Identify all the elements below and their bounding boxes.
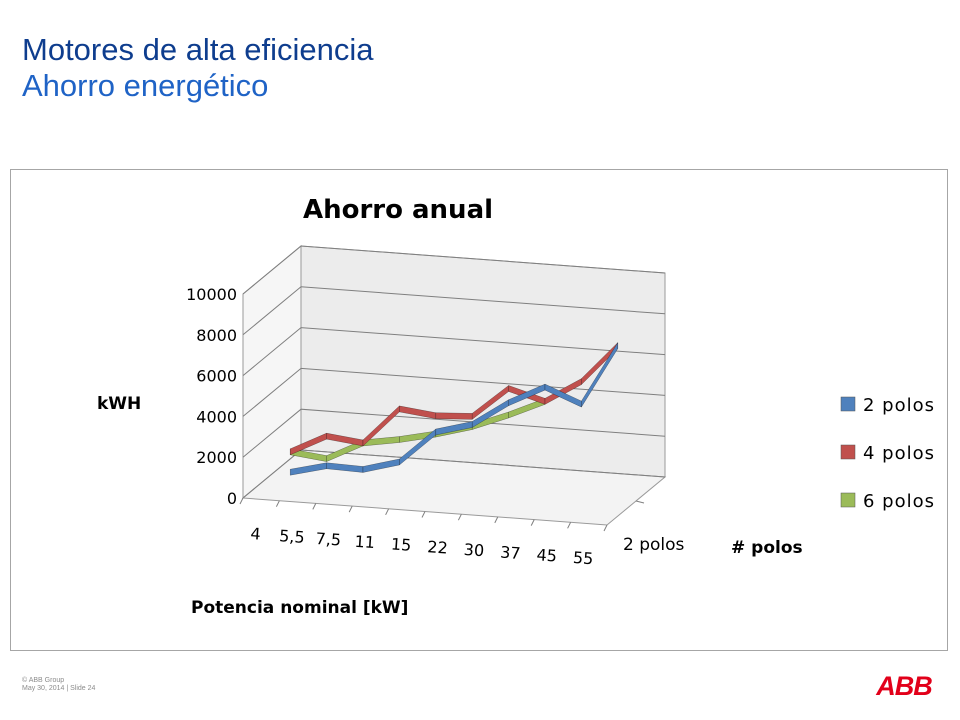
y-tick-label: 0 [227, 489, 237, 508]
gridline [242, 245, 666, 295]
gridline [242, 286, 666, 336]
savings-chart: Ahorro anual kWH Potencia nominal [kW] #… [97, 195, 935, 618]
y-tick-label: 2000 [196, 448, 237, 467]
legend-label: 6 polos [863, 491, 935, 512]
y-tick-label: 8000 [196, 326, 237, 345]
slide-subtitle: Ahorro energético [22, 68, 269, 103]
x-axis-label: Potencia nominal [kW] [191, 598, 408, 618]
series-segment [435, 412, 473, 420]
x-tick [312, 503, 317, 510]
x-tick-label: 4 [250, 524, 261, 544]
z-axis-label: # polos [731, 538, 803, 558]
y-tick-label: 4000 [196, 407, 237, 426]
x-tick-label: 22 [427, 537, 449, 557]
depth-tick-label: 2 polos [623, 535, 685, 555]
x-tick [348, 505, 353, 513]
legend-swatch [840, 444, 856, 460]
legend-label: 4 polos [863, 443, 935, 464]
abb-logo-text: ABB [875, 671, 932, 699]
x-tick [457, 513, 462, 521]
depth-tick [635, 500, 645, 504]
plot-area: 0 2000 4000 6000 8000 10000 4 5,5 7,5 11 15 22 30 37 4… [186, 244, 685, 568]
x-tick-label: 11 [354, 532, 376, 552]
x-tick-label: 30 [463, 540, 485, 560]
slide-title: Motores de alta eficiencia [22, 32, 374, 67]
x-tick-label: 7,5 [315, 529, 342, 550]
x-tick [603, 524, 608, 532]
abb-logo: ABB [875, 671, 933, 699]
y-tick-label: 6000 [196, 367, 237, 386]
y-axis-label: kWH [97, 394, 141, 414]
x-tick [239, 497, 244, 505]
footer: © ABB Group May 30, 2014 | Slide 24 [22, 677, 95, 693]
legend: 2 polos 4 polos 6 polos [840, 395, 935, 512]
gridline [242, 408, 666, 458]
footer-date-slide: May 30, 2014 | Slide 24 [22, 685, 96, 692]
legend-label: 2 polos [863, 395, 935, 416]
footer-copyright: © ABB Group [22, 677, 65, 684]
x-tick [385, 508, 390, 516]
y-tick-label: 10000 [186, 285, 237, 304]
x-tick [275, 500, 280, 507]
x-tick [530, 519, 535, 526]
x-tick-label: 5,5 [279, 526, 306, 547]
x-tick [567, 522, 572, 529]
x-tick [421, 511, 426, 518]
legend-swatch [840, 492, 856, 508]
chart-frame: Ahorro anual kWH Potencia nominal [kW] #… [10, 169, 948, 651]
series-segment [581, 341, 619, 408]
legend-swatch [840, 396, 856, 412]
slide-title-block: Motores de alta eficiencia Ahorro energé… [22, 32, 374, 104]
x-tick [494, 516, 499, 524]
x-tick-label: 37 [500, 543, 522, 563]
x-tick-label: 55 [572, 548, 594, 568]
chart-title: Ahorro anual [303, 195, 493, 225]
x-tick-label: 15 [390, 534, 412, 554]
gridline [242, 327, 666, 376]
x-tick-label: 45 [536, 545, 558, 565]
